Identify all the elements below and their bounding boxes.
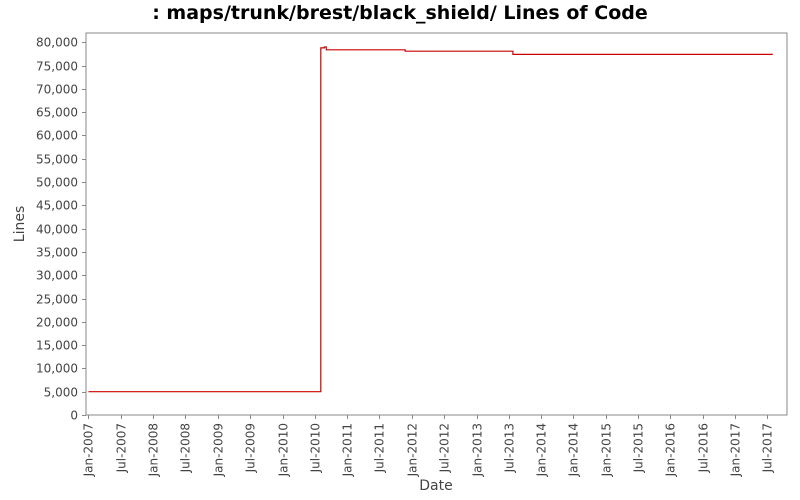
y-tick-label: 5,000 [44, 386, 78, 400]
y-tick-label: 50,000 [36, 176, 78, 190]
x-tick-label: Jul-2012 [438, 423, 452, 473]
y-tick-label: 80,000 [36, 36, 78, 50]
plot-area [85, 32, 788, 416]
x-tick-label: Jan-2014 [535, 423, 549, 477]
y-tick-label: 70,000 [36, 83, 78, 97]
y-tick-label: 45,000 [36, 199, 78, 213]
x-tick-label: Jul-2013 [503, 423, 517, 473]
x-tick-label: Jul-2016 [697, 423, 711, 473]
series-line [88, 46, 773, 393]
y-tick-label: 30,000 [36, 269, 78, 283]
y-tick-label: 0 [70, 409, 78, 423]
y-tick-label: 35,000 [36, 246, 78, 260]
x-tick-label: Jan-2015 [600, 423, 614, 477]
x-tick-label: Jul-2008 [179, 423, 193, 473]
y-tick-label: 40,000 [36, 223, 78, 237]
y-axis-label: Lines [12, 206, 28, 242]
x-axis-label: Date [419, 478, 452, 494]
x-tick-label: Jan-2016 [664, 423, 678, 477]
x-tick-label: Jan-2011 [341, 423, 355, 477]
x-tick-label: Jan-2017 [729, 423, 743, 477]
y-tick-label: 20,000 [36, 316, 78, 330]
y-tick-label: 55,000 [36, 153, 78, 167]
x-tick-label: Jul-2010 [309, 423, 323, 473]
x-tick-label: Jan-2008 [147, 423, 161, 477]
x-tick-label: Jan-2012 [406, 423, 420, 477]
x-tick-label: Jul-2015 [632, 423, 646, 473]
x-tick-label: Jan-2014 [567, 423, 581, 477]
y-tick-label: 65,000 [36, 106, 78, 120]
chart-title: : maps/trunk/brest/black_shield/ Lines o… [152, 2, 648, 24]
x-tick-label: Jul-2017 [761, 423, 775, 473]
y-tick-label: 15,000 [36, 339, 78, 353]
x-tick-label: Jul-2011 [373, 423, 387, 473]
x-tick-label: Jan-2007 [82, 423, 96, 477]
y-tick-label: 75,000 [36, 60, 78, 74]
y-tick-label: 10,000 [36, 362, 78, 376]
x-tick-label: Jul-2009 [244, 423, 258, 473]
x-tick-label: Jan-2009 [212, 423, 226, 477]
y-tick-label: 60,000 [36, 129, 78, 143]
x-tick-label: Jan-2013 [471, 423, 485, 477]
y-tick-label: 25,000 [36, 293, 78, 307]
x-tick-label: Jan-2010 [277, 423, 291, 477]
x-tick-label: Jul-2007 [115, 423, 129, 473]
